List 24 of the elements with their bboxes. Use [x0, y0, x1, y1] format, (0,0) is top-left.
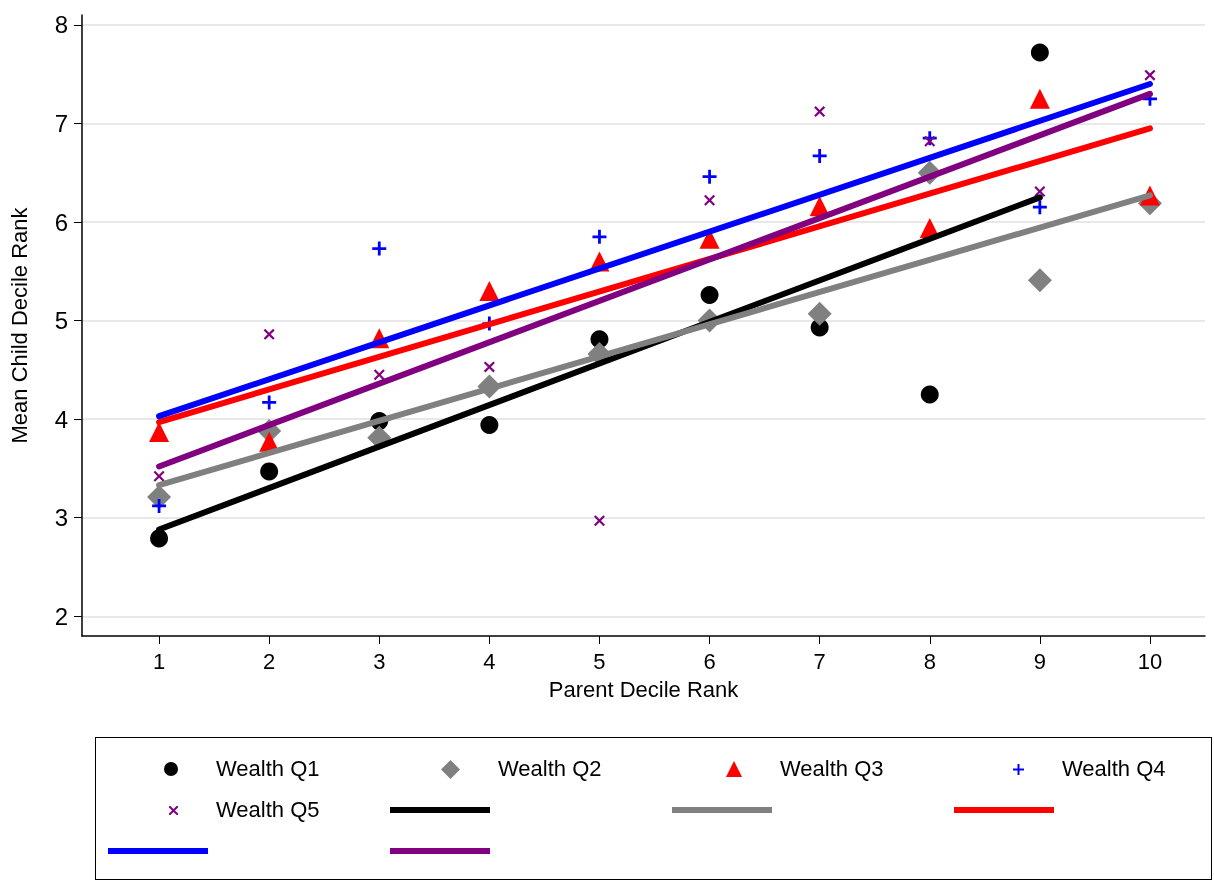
- x-axis-title: Parent Decile Rank: [548, 676, 740, 702]
- x-tick-label: 9: [1033, 648, 1046, 674]
- x-tick-label: 5: [593, 648, 606, 674]
- x-tick-label: 1: [152, 648, 166, 674]
- x-tick-label: 8: [923, 648, 936, 674]
- y-tick-label: 6: [54, 208, 68, 236]
- y-tick-label: 2: [54, 602, 68, 630]
- y-tick-label: 8: [54, 11, 68, 39]
- y-axis-title: Mean Child Decile Rank: [6, 206, 32, 444]
- x-tick-label: 7: [813, 648, 826, 674]
- y-tick-label: 4: [54, 405, 68, 433]
- y-tick-label: 3: [54, 504, 68, 532]
- x-tick-label: 4: [483, 648, 496, 674]
- legend-label: Wealth Q5: [216, 797, 320, 823]
- legend-label: Wealth Q4: [1062, 756, 1166, 782]
- y-tick-label: 5: [54, 307, 68, 335]
- legend-label: Wealth Q3: [780, 756, 884, 782]
- legend-label: Wealth Q1: [216, 756, 320, 782]
- legend-label: Wealth Q2: [498, 756, 602, 782]
- x-tick-label: 3: [373, 648, 386, 674]
- x-tick-label: 6: [703, 648, 716, 674]
- x-tick-label: 2: [263, 648, 276, 674]
- x-tick-label: 10: [1137, 648, 1163, 674]
- y-tick-label: 7: [54, 109, 68, 137]
